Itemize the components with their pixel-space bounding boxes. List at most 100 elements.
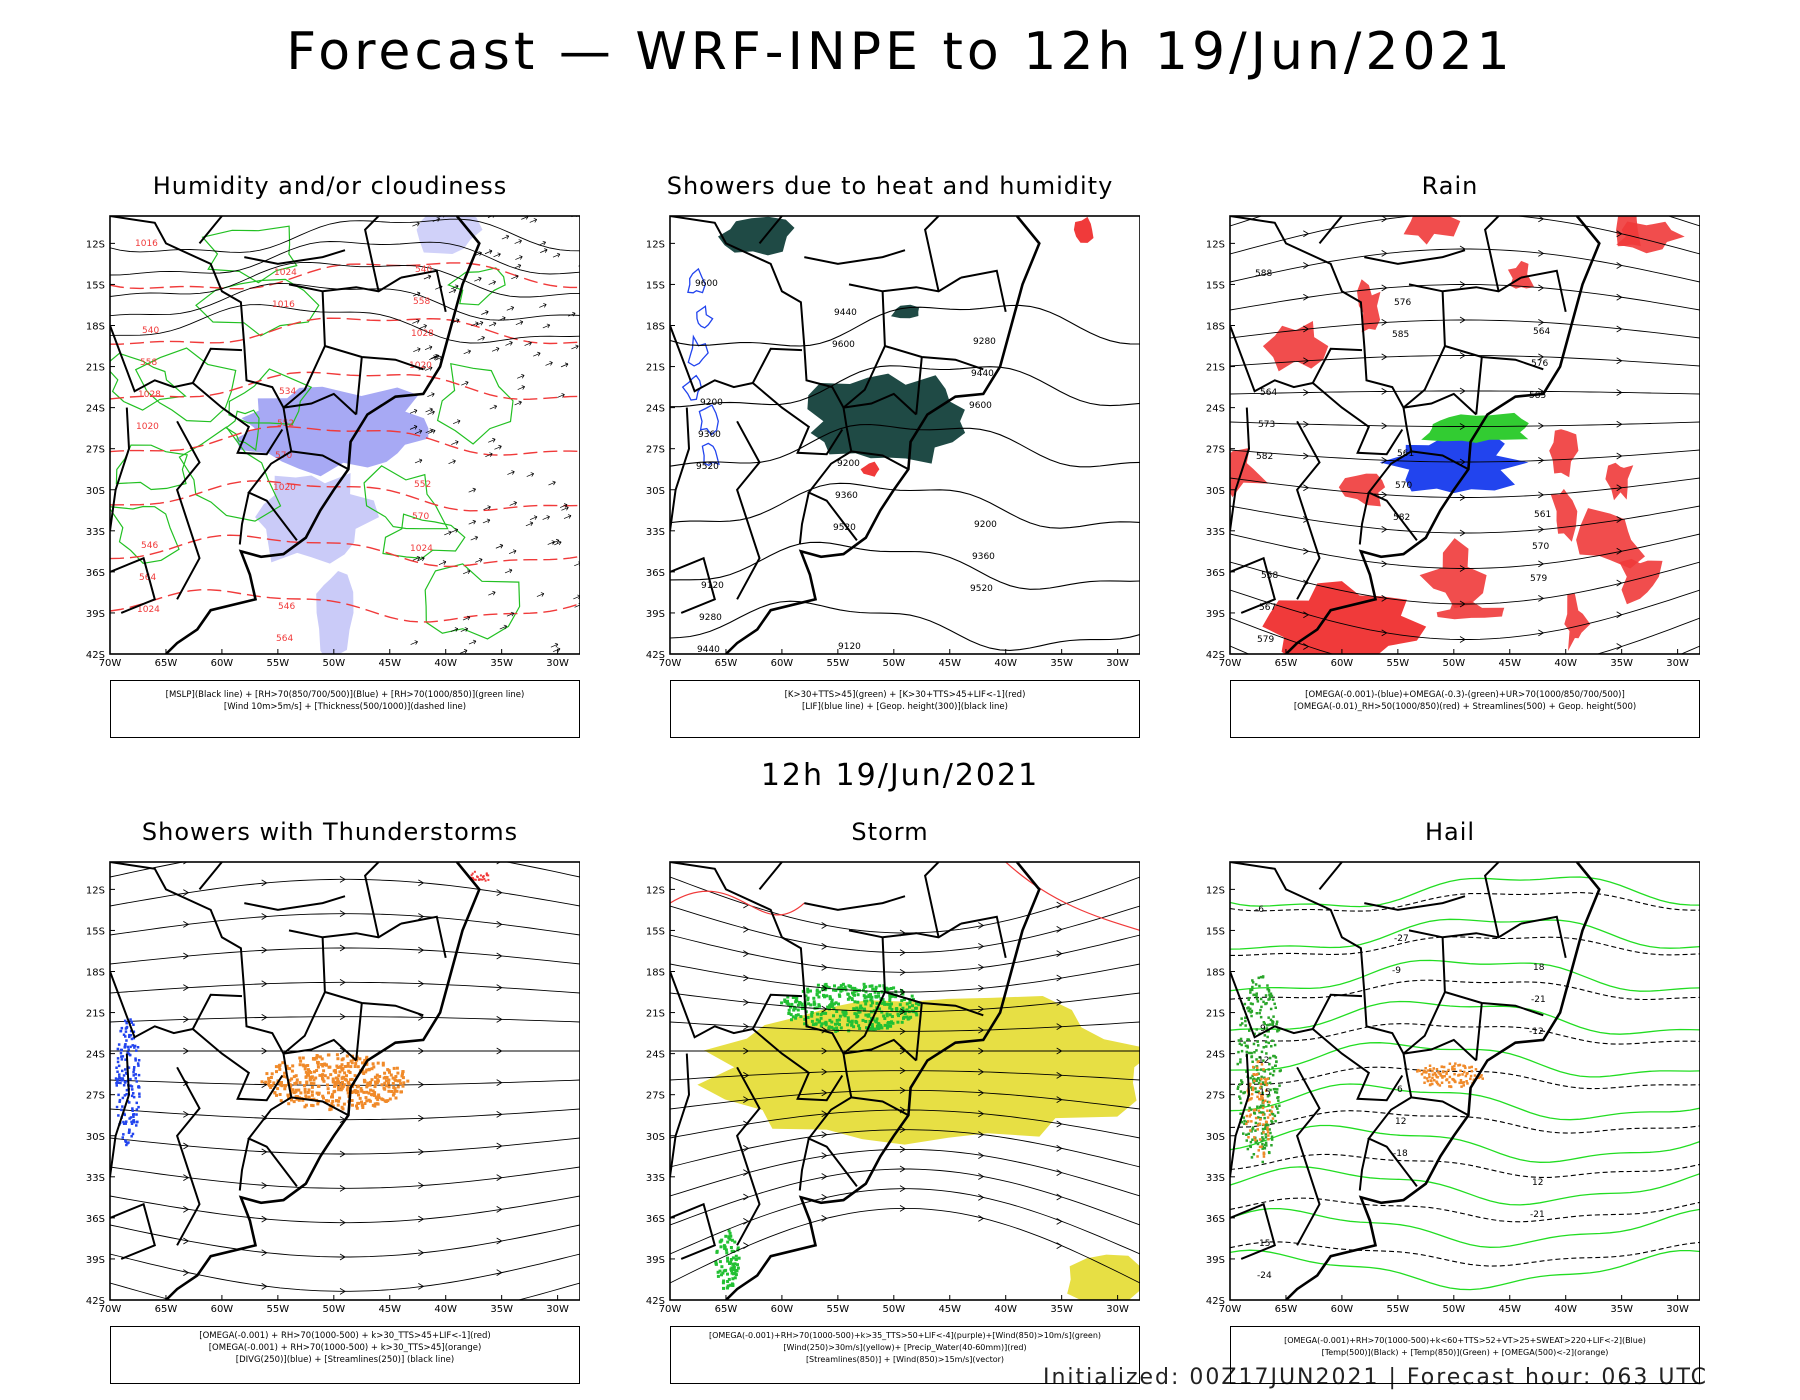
wind850-green-dot: [885, 1014, 889, 1018]
omega-orange-dot: [1457, 1074, 1460, 1077]
omega-orange-dot: [1462, 1081, 1466, 1084]
thunderstorm-orange-dot: [388, 1070, 391, 1074]
temp850-green-dot: [1264, 1125, 1268, 1128]
wind850-green-dot: [874, 1020, 878, 1024]
map-frame: [109, 215, 580, 655]
lat-tick-label: 24S: [646, 1050, 665, 1061]
thunderstorm-orange-dot: [267, 1076, 271, 1080]
wind-vector: [513, 263, 522, 269]
wind850-green-dot: [794, 1016, 798, 1020]
streamline-arrow: [1381, 250, 1388, 257]
temp850-green-dot: [1251, 1002, 1254, 1006]
omega-orange-dot: [1254, 1116, 1258, 1120]
border-line: [283, 392, 357, 416]
thunderstorm-orange-dot: [312, 1097, 316, 1101]
wind850-green-dot: [896, 1020, 900, 1024]
wind850-green-dot: [732, 1250, 736, 1253]
wind-vector: [495, 543, 504, 549]
divergence-blue-dot: [118, 1100, 121, 1103]
contour-line: [670, 600, 1140, 651]
thunderstorm-orange-dot: [370, 1078, 374, 1082]
wind850-green-dot: [818, 1004, 821, 1008]
wind-vector: [414, 458, 423, 464]
border-line: [355, 356, 363, 415]
wind-vector: [462, 615, 471, 621]
thunderstorm-orange-dot: [292, 1091, 296, 1095]
streamline-arrow: [1381, 216, 1388, 223]
wind850-green-dot: [815, 1018, 819, 1022]
omega-orange-dot: [1262, 1123, 1265, 1126]
divergence-blue-dot: [127, 1141, 130, 1144]
thunderstorm-orange-dot: [353, 1074, 357, 1078]
streamline-arrow: [978, 1089, 985, 1097]
wind850-green-dot: [887, 987, 891, 991]
border-line: [244, 249, 346, 265]
streamline-arrow: [978, 1005, 985, 1013]
divergence-blue-dot: [132, 1095, 136, 1099]
temp850-green-dot: [1266, 984, 1269, 987]
streamline-arrow: [496, 1237, 503, 1245]
streamline-arrow: [743, 1242, 750, 1250]
divergence-blue-dot: [116, 1047, 120, 1051]
streamline-arrow: [743, 950, 750, 958]
temp850-green-dot: [1256, 1142, 1260, 1146]
divergence-blue-dot: [135, 1108, 139, 1111]
thunderstorm-orange-dot: [341, 1080, 344, 1084]
lat-tick-label: 27S: [86, 445, 105, 456]
streamline-arrow: [183, 952, 190, 960]
lon-tick-label: 55W: [1387, 658, 1410, 669]
wind-vector: [573, 594, 580, 600]
thunderstorm-orange-dot: [387, 1081, 390, 1085]
streamline-arrow: [1056, 925, 1063, 933]
omega-orange-dot: [1256, 1128, 1259, 1131]
lon-tick-label: 50W: [1442, 658, 1465, 669]
rh-green-contour: [363, 465, 449, 530]
streamline-arrow: [1616, 230, 1623, 238]
contour-line: [1230, 1207, 1700, 1248]
lon-tick-label: 55W: [267, 658, 290, 669]
wind-vector: [427, 392, 435, 398]
wind850-green-dot: [720, 1265, 724, 1269]
map-hail-svg: -6-9-12-15-18-21-24-27-21121212151518961…: [1206, 861, 1700, 1315]
thunderstorm-orange-dot: [310, 1093, 314, 1097]
thunderstorm-orange-dot: [374, 1082, 378, 1086]
streamline-arrow: [1381, 560, 1388, 568]
thunderstorm-orange-dot: [283, 1087, 287, 1091]
thunderstorm-orange-dot: [329, 1073, 333, 1077]
streamline-arrow: [183, 1174, 190, 1182]
contour-label: -9: [1392, 966, 1401, 976]
lon-tick-label: 35W: [490, 658, 513, 669]
wind850-green-dot: [814, 1022, 818, 1026]
rain-red-area: [1403, 216, 1461, 245]
lif-blue-contour: [687, 267, 707, 294]
lat-tick-label: 36S: [1206, 568, 1225, 579]
wind-vector: [412, 291, 421, 297]
streamline-arrow: [1538, 422, 1545, 430]
wind850-green-dot: [736, 1246, 740, 1250]
wind850-green-dot: [720, 1273, 723, 1277]
legend-line: [Streamlines(850)] + [Wind(850)>15m/s](v…: [805, 1355, 1005, 1364]
temp850-green-dot: [1257, 1077, 1260, 1080]
divergence-blue-dot: [131, 1088, 134, 1091]
wind-vector: [563, 514, 572, 519]
wind850-green-dot: [850, 1019, 854, 1023]
divergence-blue-dot: [134, 1059, 137, 1062]
thunderstorm-orange-dot: [377, 1093, 381, 1097]
thunderstorm-orange-dot: [392, 1092, 396, 1095]
thunderstorm-orange-dot: [339, 1088, 343, 1092]
thunderstorm-orange-dot: [384, 1100, 388, 1103]
temp850-green-dot: [1247, 1006, 1250, 1009]
wind850-green-dot: [823, 1021, 827, 1025]
wind850-green-dot: [850, 997, 854, 1001]
lat-tick-label: 42S: [646, 1296, 665, 1307]
wind850-green-dot: [851, 991, 854, 995]
temp850-green-dot: [1276, 1030, 1279, 1033]
wind850-green-dot: [800, 1007, 804, 1010]
omega-orange-dot: [1262, 1068, 1265, 1071]
map-thunderstorms: 12S 15S 18S 21S 24S 27S 30S 33S 36S 39S 42S 70W 65W 6…: [80, 852, 580, 1322]
wind850-green-dot: [869, 1010, 873, 1014]
wind850-green-dot: [841, 982, 845, 986]
divergence-blue-dot: [129, 1034, 133, 1037]
border-line: [238, 1138, 250, 1191]
